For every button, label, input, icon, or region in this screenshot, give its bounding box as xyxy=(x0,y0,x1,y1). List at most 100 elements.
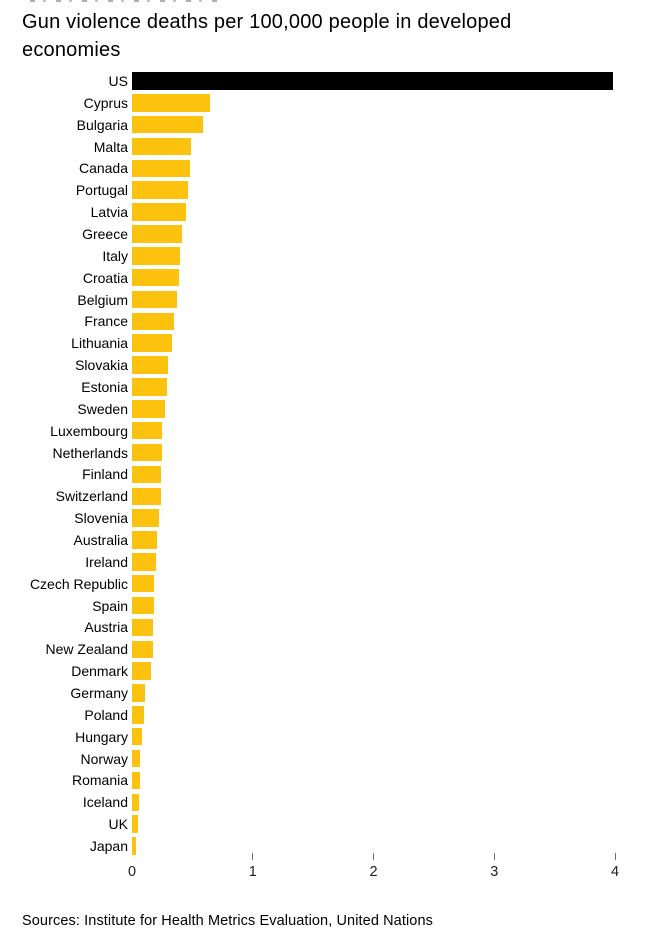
axis-tick-label: 1 xyxy=(248,864,257,880)
axis-tick-label: 3 xyxy=(490,864,499,880)
chart-row: Cyprus xyxy=(0,92,672,114)
category-label: Ireland xyxy=(85,553,128,570)
category-label: Denmark xyxy=(71,663,128,680)
bar xyxy=(132,312,175,331)
bar xyxy=(132,443,163,462)
chart-row: Latvia xyxy=(0,201,672,223)
axis-tick-mark xyxy=(493,853,495,860)
chart-row: Sweden xyxy=(0,398,672,420)
category-label: Belgium xyxy=(77,291,128,308)
category-label: Slovakia xyxy=(75,357,128,374)
axis-tick-mark xyxy=(614,853,616,860)
chart-row: Switzerland xyxy=(0,485,672,507)
bar xyxy=(132,596,154,615)
axis-tick-label: 4 xyxy=(610,864,620,880)
chart-row: Germany xyxy=(0,682,672,704)
chart-row: Iceland xyxy=(0,791,672,813)
category-label: Romania xyxy=(71,772,128,789)
chart-row: Hungary xyxy=(0,726,672,748)
bar xyxy=(132,531,158,549)
category-label: Lithuania xyxy=(71,335,128,352)
category-label: Finland xyxy=(82,466,128,483)
chart-row: Canada xyxy=(0,157,672,179)
sources-note: Sources: Institute for Health Metrics Ev… xyxy=(22,913,433,929)
category-label: Hungary xyxy=(75,728,128,745)
category-label: Norway xyxy=(80,750,128,767)
bar xyxy=(132,618,153,637)
bar xyxy=(132,247,181,265)
category-label: Poland xyxy=(84,706,128,723)
category-label: Sweden xyxy=(77,400,128,417)
bar xyxy=(132,465,161,484)
bar xyxy=(132,268,180,287)
bar-chart: US Cyprus Bulgaria Malta Canada Portugal Latvi… xyxy=(0,70,672,857)
category-label: Cyprus xyxy=(83,94,128,111)
bar xyxy=(132,181,188,199)
chart-row: Portugal xyxy=(0,179,672,201)
category-label: New Zealand xyxy=(45,641,129,658)
bar xyxy=(132,334,172,352)
chart-row: Lithuania xyxy=(0,332,672,354)
chart-row: Ireland xyxy=(0,551,672,573)
bar xyxy=(132,356,169,374)
bar xyxy=(132,115,204,134)
chart-row: Japan xyxy=(0,835,672,857)
bar-rows: US Cyprus Bulgaria Malta Canada Portugal Latvi… xyxy=(0,70,672,857)
category-label: Estonia xyxy=(81,378,128,395)
category-label: Australia xyxy=(73,531,128,548)
bar xyxy=(132,815,139,833)
category-label: Greece xyxy=(82,225,128,242)
bar xyxy=(132,509,159,527)
chart-row: Slovakia xyxy=(0,354,672,376)
chart-row: Finland xyxy=(0,463,672,485)
bar xyxy=(132,72,613,90)
chart-row: Bulgaria xyxy=(0,114,672,136)
chart-row: Australia xyxy=(0,529,672,551)
category-label: Austria xyxy=(84,619,128,636)
category-label: France xyxy=(84,313,128,330)
chart-row: Netherlands xyxy=(0,442,672,464)
axis-tick-mark xyxy=(252,853,254,860)
chart-row: Poland xyxy=(0,704,672,726)
category-label: Switzerland xyxy=(55,488,128,505)
category-label: Italy xyxy=(102,247,128,264)
chart-row: Croatia xyxy=(0,267,672,289)
category-label: Bulgaria xyxy=(76,116,128,133)
category-label: US xyxy=(108,72,128,89)
bar xyxy=(132,837,136,855)
axis-tick-label: 0 xyxy=(127,864,137,880)
bar xyxy=(132,684,146,702)
category-label: Czech Republic xyxy=(29,575,128,592)
category-label: Latvia xyxy=(90,204,128,221)
bar xyxy=(132,793,140,812)
chart-row: New Zealand xyxy=(0,638,672,660)
bar xyxy=(132,553,157,571)
category-label: Malta xyxy=(93,138,128,155)
chart-row: Malta xyxy=(0,136,672,158)
chart-row: Italy xyxy=(0,245,672,267)
category-label: Luxembourg xyxy=(50,422,128,439)
category-label: Slovenia xyxy=(74,510,128,527)
category-label: Portugal xyxy=(75,182,128,199)
chart-row: France xyxy=(0,310,672,332)
chart-row: US xyxy=(0,70,672,92)
bar xyxy=(132,662,152,680)
chart-row: Austria xyxy=(0,616,672,638)
bar xyxy=(132,290,177,309)
bar xyxy=(132,574,154,593)
bar xyxy=(132,771,141,790)
chart-row: Denmark xyxy=(0,660,672,682)
category-label: Croatia xyxy=(82,269,128,286)
chart-row: Slovenia xyxy=(0,507,672,529)
bar xyxy=(132,203,187,221)
bar xyxy=(132,159,190,178)
bar xyxy=(132,225,182,243)
bar xyxy=(132,487,161,505)
bar xyxy=(132,94,211,112)
category-label: Spain xyxy=(92,597,128,614)
category-label: Netherlands xyxy=(52,444,129,461)
bar xyxy=(132,400,165,418)
axis-tick-mark xyxy=(373,853,374,860)
chart-row: Luxembourg xyxy=(0,420,672,442)
